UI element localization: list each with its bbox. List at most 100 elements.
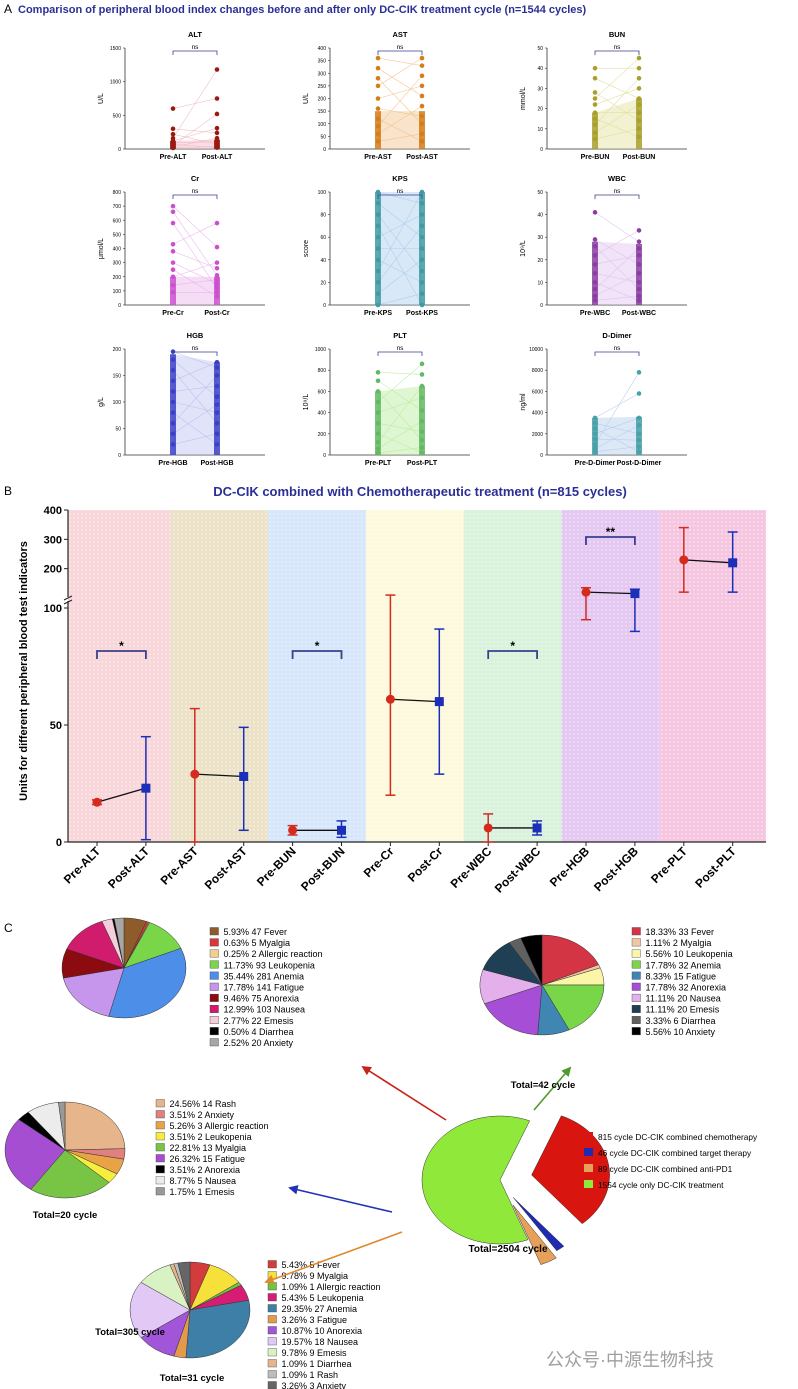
mini-chart: WBC 10⁹/L 0 10 20 30 40 50 ns Pre-WBC Post-WBC <box>520 174 687 317</box>
mini-chart-post-point <box>419 257 425 263</box>
mini-chart-paired-line <box>377 259 423 283</box>
mini-chart-category: Pre-D-Dimer <box>575 460 616 467</box>
mini-chart-category: Pre-ALT <box>160 154 187 161</box>
mini-chart-paired-line <box>594 282 640 301</box>
mini-chart-paired-line <box>377 385 423 443</box>
mini-chart-post-point <box>636 110 642 115</box>
mini-chart-tick-label: 0 <box>118 303 121 309</box>
mini-chart-pre-point <box>375 439 381 445</box>
pie-legend-item: 11.73% 93 Leukopenia <box>224 960 315 970</box>
x-tick-label: Pre-BUN <box>254 844 299 889</box>
pie-legend-swatch <box>209 949 219 958</box>
mini-chart-pre-point <box>592 65 598 71</box>
pie-legend-swatch <box>209 1005 219 1013</box>
pie-legend-swatch <box>209 1027 219 1036</box>
arrow-to-target-pie <box>533 1066 572 1111</box>
mini-chart-post-point <box>636 444 642 449</box>
mini-chart-ylabel: 10⁹/L <box>520 240 527 257</box>
mini-chart-paired-line <box>594 425 640 449</box>
mini-chart-tick-label: 700 <box>113 204 122 210</box>
mini-chart-tick-label: 20 <box>320 280 326 286</box>
mini-chart-significance: ns <box>397 188 405 195</box>
mini-chart-post-point <box>214 277 220 282</box>
pie-legend-swatch <box>209 960 219 969</box>
mini-chart-paired-line <box>172 205 218 248</box>
mini-chart-tick-label: 0 <box>323 147 326 153</box>
x-tick-label: Pre-HGB <box>547 844 592 889</box>
pie-legend-item: 17.78% 32 Anemia <box>646 960 722 970</box>
mini-chart-tick-label: 150 <box>318 109 327 115</box>
mini-chart-pre-point <box>592 122 598 128</box>
pie-legend-item: 10.87% 10 Anorexia <box>282 1326 363 1336</box>
mini-chart-pre-point <box>592 271 598 276</box>
mini-chart-post-point <box>419 372 425 377</box>
mini-chart-post-point <box>419 418 425 424</box>
pie-legend-item: 18.33% 33 Fever <box>646 927 715 937</box>
mini-chart-tick-label: 0 <box>323 303 326 309</box>
mini-chart-post-point <box>214 431 220 437</box>
arrow-to-anti-pd1-pie <box>288 1185 393 1213</box>
post-mean-marker <box>532 823 542 833</box>
mini-chart-paired-line <box>594 88 640 105</box>
mini-chart-post-point <box>419 201 425 206</box>
mini-chart-pre-point <box>170 220 176 226</box>
mini-chart-post-point <box>419 291 425 297</box>
mini-chart-tick-label: 800 <box>113 190 122 196</box>
mini-chart-pre-point <box>170 145 176 151</box>
mini-chart-tick-label: 100 <box>113 400 122 406</box>
center-legend-item: 1554 cycle only DC-CIK treatment <box>598 1180 724 1190</box>
pie-legend-item: 8.33% 15 Fatigue <box>646 971 717 981</box>
plot-background-texture <box>68 510 171 842</box>
mini-chart-pre-point <box>375 302 381 308</box>
y-tick-label: 200 <box>44 564 62 576</box>
pie-total-chemo: Total=305 cycle <box>95 1327 165 1338</box>
pie-slice <box>4 1119 66 1190</box>
y-tick-label: 50 <box>50 720 62 732</box>
mini-chart-paired-line <box>377 133 423 142</box>
axis-break <box>63 595 73 605</box>
mini-chart-paired-line <box>172 404 218 435</box>
mini-chart-paired-line <box>377 67 423 97</box>
mini-chart-tick-label: 0 <box>540 453 543 459</box>
pie-legend-swatch <box>267 1282 277 1291</box>
mini-chart-post-point <box>419 93 425 99</box>
mini-chart-paired-line <box>377 372 423 375</box>
mini-chart-significance: ns <box>192 345 200 352</box>
mini-chart-post-point <box>419 429 425 434</box>
mini-chart-tick-label: 600 <box>113 218 122 224</box>
post-mean-marker <box>239 771 249 781</box>
pre-mean-marker <box>92 797 102 807</box>
pie-total-anti-pd1: Total=20 cycle <box>33 1210 98 1221</box>
pie-legend-item: 24.56% 14 Rash <box>170 1099 237 1109</box>
mini-chart-paired-line <box>594 230 640 256</box>
mini-chart-paired-line <box>377 380 423 411</box>
mini-chart-pre-point <box>592 110 598 115</box>
pie-legend-item: 8.77% 5 Nausea <box>170 1176 237 1186</box>
mini-chart-post-point <box>419 139 425 144</box>
mini-chart-significance: ns <box>614 44 622 51</box>
mini-chart-post-point <box>419 223 425 229</box>
mini-chart-pre-point <box>170 420 176 426</box>
mini-chart-pre-point <box>375 378 381 384</box>
mini-chart-tick-label: 200 <box>113 275 122 281</box>
mini-chart-paired-line <box>594 446 640 453</box>
mini-chart-post-point <box>419 450 425 456</box>
mini-chart-post-point <box>214 285 220 291</box>
mini-chart-post-point <box>214 383 220 389</box>
mini-chart-tick-label: 0 <box>540 147 543 153</box>
pie-legend-swatch <box>267 1260 277 1269</box>
mini-chart-pre-point <box>592 431 598 437</box>
mini-chart-paired-line <box>172 433 218 445</box>
mini-chart-pre-point <box>170 399 176 405</box>
pair-connector <box>194 773 244 778</box>
pie-total-dc-cik: Total=31 cycle <box>160 1373 225 1384</box>
mini-chart-paired-line <box>172 359 218 397</box>
mini-chart-pre-point <box>375 257 381 263</box>
pie-legend-item: 5.43% 5 Leukopenia <box>282 1293 364 1303</box>
pie-slice <box>421 1115 531 1245</box>
pie-legend-item: 0.50% 4 Diarrhea <box>224 1027 294 1037</box>
mini-chart-paired-line <box>172 351 218 368</box>
mini-chart-tick-label: 600 <box>318 389 327 395</box>
mini-chart-post-point <box>419 361 425 367</box>
